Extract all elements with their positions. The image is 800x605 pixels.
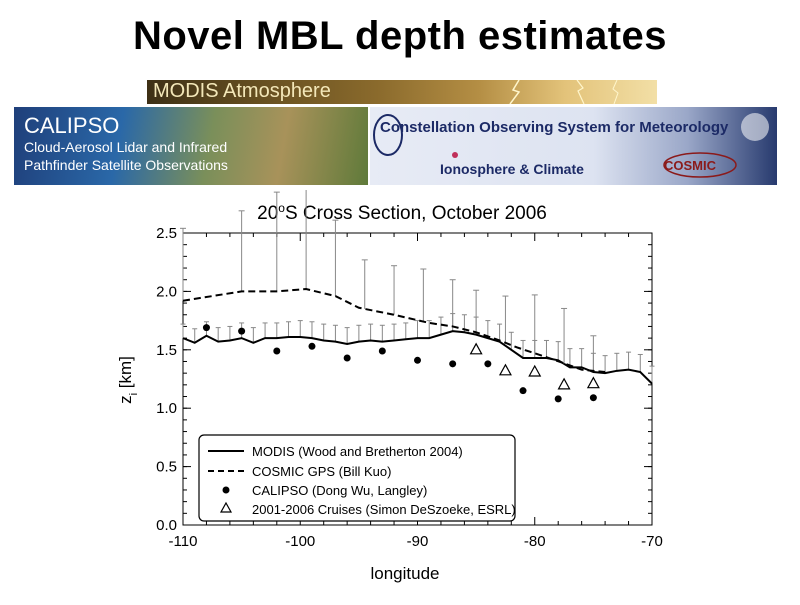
legend: MODIS (Wood and Bretherton 2004) COSMIC … [198,434,516,522]
y-axis-label: zi [km] [116,356,140,404]
x-tick-label: -90 [407,533,429,550]
calipso-banner-title: CALIPSO [24,113,120,138]
orbit-icon [373,113,769,178]
modis-atmosphere-banner: MODIS Atmosphere [147,80,657,104]
modis-banner-text: MODIS Atmosphere [153,80,331,102]
y-tick-label: 2.5 [156,225,177,242]
legend-label-modis: MODIS (Wood and Bretherton 2004) [252,444,463,459]
legend-label-cosmic: COSMIC GPS (Bill Kuo) [252,464,391,479]
calipso-point [273,347,281,355]
chart: 20oS Cross Section, October 2006 longitu… [0,177,800,600]
y-tick-label: 1.0 [156,400,177,417]
calipso-point [308,342,316,350]
cosmic-banner: Constellation Observing System for Meteo… [370,107,777,185]
calipso-point [589,394,597,402]
cosmic-logo-text: COSMIC [664,158,716,173]
calipso-point [519,387,527,395]
legend-box [198,434,516,522]
calipso-point [343,354,351,362]
calipso-point [238,327,246,335]
x-axis-label: longitude [370,564,439,583]
y-tick-label: 0.0 [156,517,177,534]
y-tick-label: 0.5 [156,459,177,476]
x-tick-label: -100 [285,533,315,550]
y-tick-label: 1.5 [156,342,177,359]
modis-series-line [182,330,653,385]
cosmic-banner-line1: Constellation Observing System for Meteo… [380,119,729,136]
legend-marker-cruises [219,501,233,513]
cruise-point [498,363,512,376]
lightning-icon [509,80,619,104]
cruise-point [469,342,483,355]
x-tick-label: -70 [641,533,663,550]
x-tick-label: -110 [169,533,198,550]
calipso-point [378,347,386,355]
legend-label-cruises: 2001-2006 Cruises (Simon DeSzoeke, ESRL) [252,502,516,517]
y-tick-label: 2.0 [156,283,177,300]
plot-layer: 0.0 0.5 1.0 1.5 2.0 2.5 -110 -100 -90 -80 -70 [156,177,663,550]
chart-svg: 20oS Cross Section, October 2006 longitu… [116,177,663,583]
x-tick-label: -80 [524,533,546,550]
calipso-point [449,360,457,368]
legend-label-calipso: CALIPSO (Dong Wu, Langley) [252,483,427,498]
cosmic-banner-line2: Ionosphere & Climate [440,161,584,177]
cruise-point [586,376,600,389]
cruise-point [528,364,542,377]
cruise-point [557,377,571,390]
calipso-point [554,395,562,403]
chart-title: 20oS Cross Section, October 2006 [257,201,547,224]
calipso-point [414,356,421,364]
calipso-point [202,324,210,332]
calipso-banner-line1: Cloud-Aerosol Lidar and Infrared [24,139,228,155]
page-title: Novel MBL depth estimates [132,14,668,58]
calipso-banner: CALIPSO Cloud-Aerosol Lidar and Infrared… [14,107,368,185]
calipso-banner-line2: Pathfinder Satellite Observations [24,157,228,173]
legend-marker-calipso [222,486,230,494]
cosmic-series-line [182,288,606,373]
calipso-point [484,360,492,368]
